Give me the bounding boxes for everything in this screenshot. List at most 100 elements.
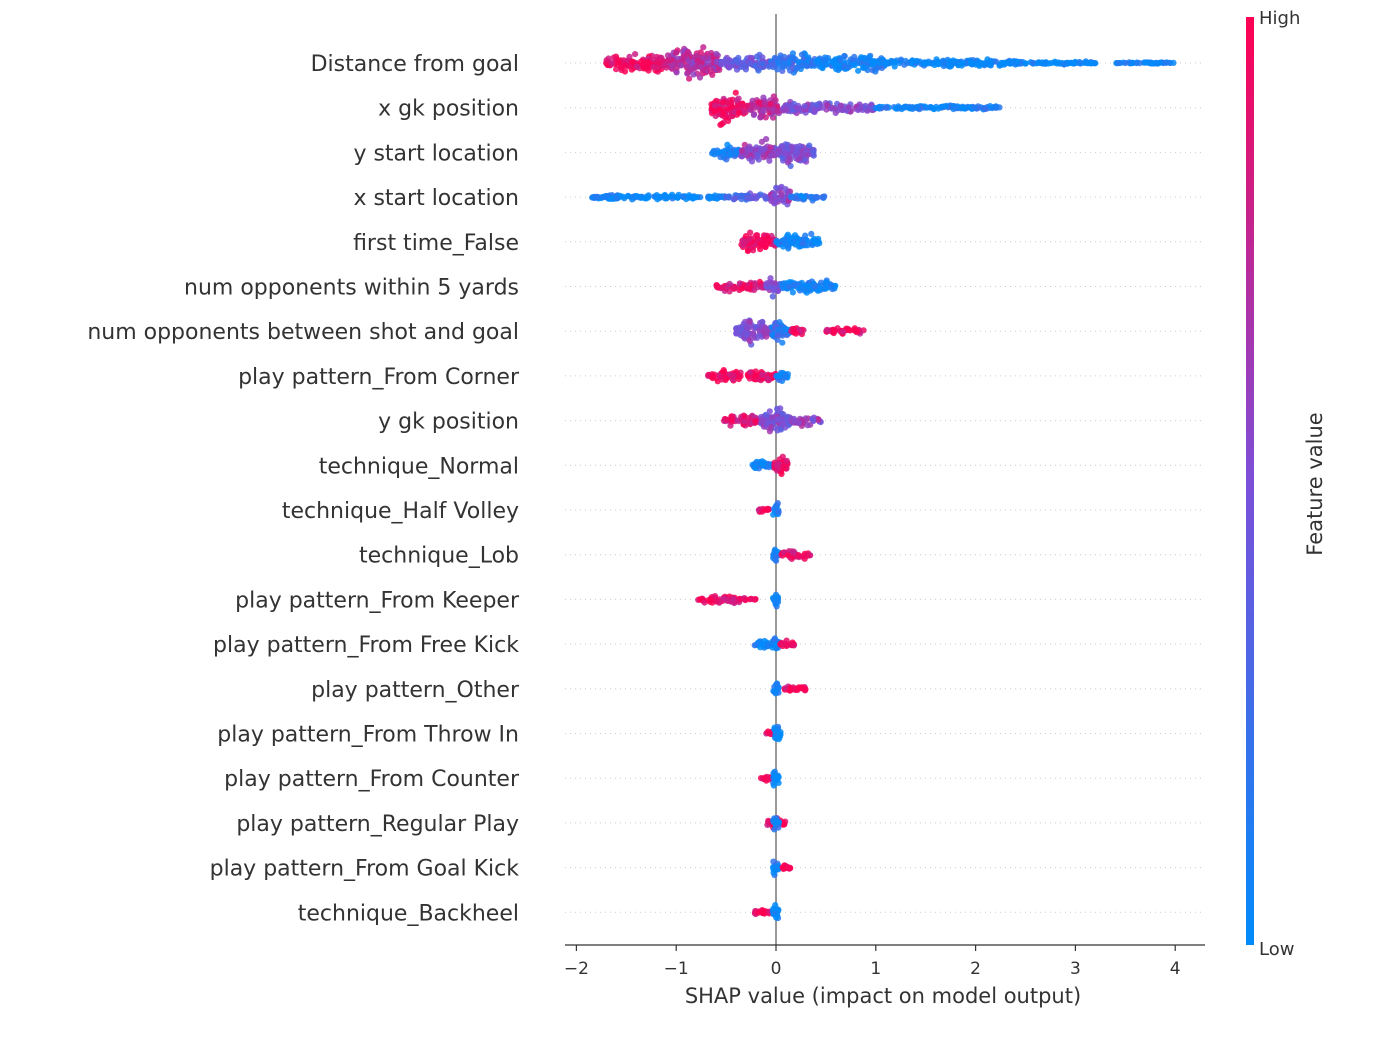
shap-point	[864, 107, 871, 114]
shap-point	[813, 101, 820, 108]
shap-point	[644, 58, 651, 65]
shap-point	[620, 57, 627, 64]
shap-point	[771, 54, 778, 62]
shap-point	[790, 325, 798, 333]
shap-point	[752, 596, 759, 603]
shap-point	[689, 193, 696, 200]
shap-point	[725, 193, 732, 201]
shap-point	[767, 100, 774, 108]
shap-point	[1122, 59, 1129, 67]
shap-point	[755, 156, 762, 163]
shap-point	[841, 52, 848, 60]
shap-point	[804, 552, 812, 559]
shap-point	[629, 59, 636, 66]
shap-point	[769, 280, 776, 287]
shap-point	[638, 58, 645, 65]
shap-point	[789, 289, 797, 296]
shap-point	[771, 192, 778, 199]
shap-point	[756, 327, 763, 334]
shap-point	[793, 147, 800, 155]
shap-point	[760, 94, 767, 101]
feature-row	[705, 367, 792, 385]
shap-point	[758, 460, 766, 467]
shap-point	[771, 636, 778, 643]
shap-point	[772, 641, 779, 648]
shap-point	[762, 328, 770, 336]
shap-point	[808, 230, 815, 237]
shap-point	[779, 453, 786, 460]
shap-point	[780, 198, 788, 205]
shap-point	[770, 782, 777, 789]
shap-point	[805, 283, 812, 290]
shap-point	[801, 685, 808, 693]
shap-point	[745, 415, 752, 422]
shap-point	[771, 773, 779, 780]
feature-label: play pattern_Other	[311, 678, 520, 703]
shap-point	[883, 104, 890, 111]
shap-point	[613, 66, 620, 73]
shap-point	[800, 193, 808, 200]
shap-point	[750, 247, 757, 254]
feature-label: x start location	[353, 186, 519, 211]
shap-point	[757, 246, 764, 253]
x-tick-label: 2	[970, 959, 981, 979]
shap-point	[816, 285, 824, 292]
shap-point	[757, 146, 764, 153]
shap-point	[811, 238, 818, 245]
feature-row	[695, 591, 782, 610]
shap-point	[768, 198, 775, 205]
shap-point	[1148, 60, 1156, 67]
shap-point	[845, 64, 852, 71]
shap-point	[799, 240, 807, 247]
shap-point	[674, 194, 681, 201]
shap-point	[793, 104, 800, 111]
shap-point	[804, 152, 811, 159]
shap-point	[759, 417, 766, 424]
shap-point	[986, 62, 994, 69]
feature-row	[713, 275, 839, 300]
shap-point	[750, 334, 757, 341]
shap-point	[775, 416, 782, 423]
shap-point	[678, 62, 685, 69]
shap-point	[855, 67, 862, 74]
shap-point	[645, 67, 652, 74]
shap-point	[664, 52, 672, 59]
shap-point	[711, 102, 719, 109]
shap-point	[940, 57, 947, 64]
shap-point	[753, 232, 760, 239]
shap-point	[762, 243, 769, 251]
shap-point	[760, 107, 768, 114]
shap-point	[1029, 59, 1037, 66]
shap-point	[823, 279, 830, 286]
shap-point	[769, 293, 776, 300]
shap-point	[783, 457, 790, 464]
shap-point	[592, 193, 599, 200]
shap-point	[684, 69, 691, 76]
shap-point	[970, 104, 977, 111]
shap-point	[855, 106, 862, 114]
shap-point	[765, 776, 772, 783]
shap-point	[1035, 59, 1043, 66]
shap-point	[738, 102, 745, 110]
shap-point	[807, 194, 814, 201]
shap-point	[707, 193, 714, 200]
shap-point	[707, 68, 714, 75]
shap-point	[713, 598, 720, 605]
shap-point	[1156, 59, 1163, 66]
shap-point	[780, 243, 787, 250]
shap-point	[752, 282, 759, 289]
shap-point	[853, 328, 860, 335]
shap-point	[774, 108, 781, 115]
shap-point	[730, 284, 737, 291]
shap-point	[746, 318, 753, 325]
shap-point	[775, 598, 782, 606]
shap-point	[773, 914, 780, 921]
shap-point	[783, 642, 790, 650]
shap-point	[765, 728, 772, 735]
feature-row	[709, 136, 817, 170]
feature-row	[770, 680, 809, 697]
shap-point	[784, 159, 791, 166]
shap-point	[758, 112, 765, 119]
shap-point	[773, 239, 780, 246]
shap-point	[769, 60, 776, 67]
